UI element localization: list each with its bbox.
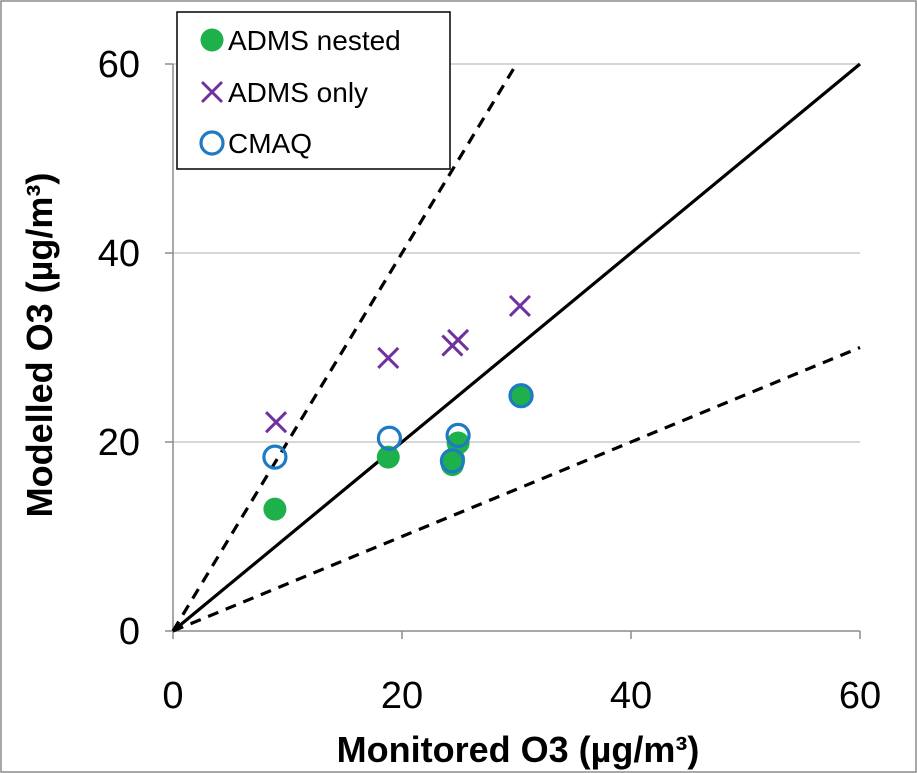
- point-adms-only-3: [447, 328, 470, 352]
- point-cmaq-2: [439, 448, 465, 474]
- point-adms-only-0: [264, 411, 288, 434]
- axes: [165, 63, 861, 639]
- legend-label-adms-nested: ADMS nested: [228, 25, 401, 56]
- point-cmaq-1: [376, 425, 403, 451]
- x-tick-label-40: 40: [610, 675, 652, 717]
- legend-marker-adms-only-stroke-b: [200, 80, 224, 104]
- point-cmaq-4: [508, 383, 534, 409]
- point-adms-only-1-stroke-b: [377, 346, 400, 369]
- y-tick-label-0: 0: [119, 611, 140, 653]
- reference-line-one-to-one: [171, 62, 862, 633]
- point-adms-only-4-stroke-b: [508, 294, 531, 317]
- y-tick-label-40: 40: [98, 233, 140, 275]
- legend-marker-cmaq: [199, 130, 225, 156]
- legend-marker-adms-only: [200, 80, 224, 104]
- point-adms-nested-5: [508, 384, 532, 408]
- reference-line-lower: [172, 346, 861, 633]
- y-tick-label-60: 60: [98, 44, 140, 86]
- point-adms-only-4: [508, 294, 531, 317]
- reference-line-upper: [171, 63, 518, 632]
- data-points: [262, 294, 534, 521]
- y-tick-label-20: 20: [98, 422, 140, 464]
- x-tick-label-20: 20: [381, 675, 423, 717]
- x-tick-label-0: 0: [162, 675, 183, 717]
- x-tick-label-60: 60: [839, 675, 881, 717]
- y-axis-title: Modelled O3 (µg/m³): [19, 173, 60, 518]
- point-adms-only-3-stroke-b: [447, 328, 470, 352]
- legend: ADMS nested ADMS only CMAQ: [176, 11, 451, 170]
- tick-labels: 0 20 40 60 0 20 40 60: [98, 44, 881, 717]
- point-cmaq-0: [262, 444, 288, 470]
- x-axis-title: Monitored O3 (µg/m³): [337, 729, 700, 770]
- legend-marker-adms-nested: [200, 28, 224, 52]
- point-cmaq-3: [445, 422, 471, 448]
- point-adms-only-0-stroke-b: [264, 411, 288, 434]
- point-adms-nested-1: [376, 445, 400, 469]
- point-adms-nested-0: [263, 497, 287, 521]
- legend-label-cmaq: CMAQ: [228, 128, 312, 159]
- reference-lines: [171, 62, 862, 633]
- legend-label-adms-only: ADMS only: [228, 77, 368, 108]
- point-adms-only-1: [377, 346, 400, 369]
